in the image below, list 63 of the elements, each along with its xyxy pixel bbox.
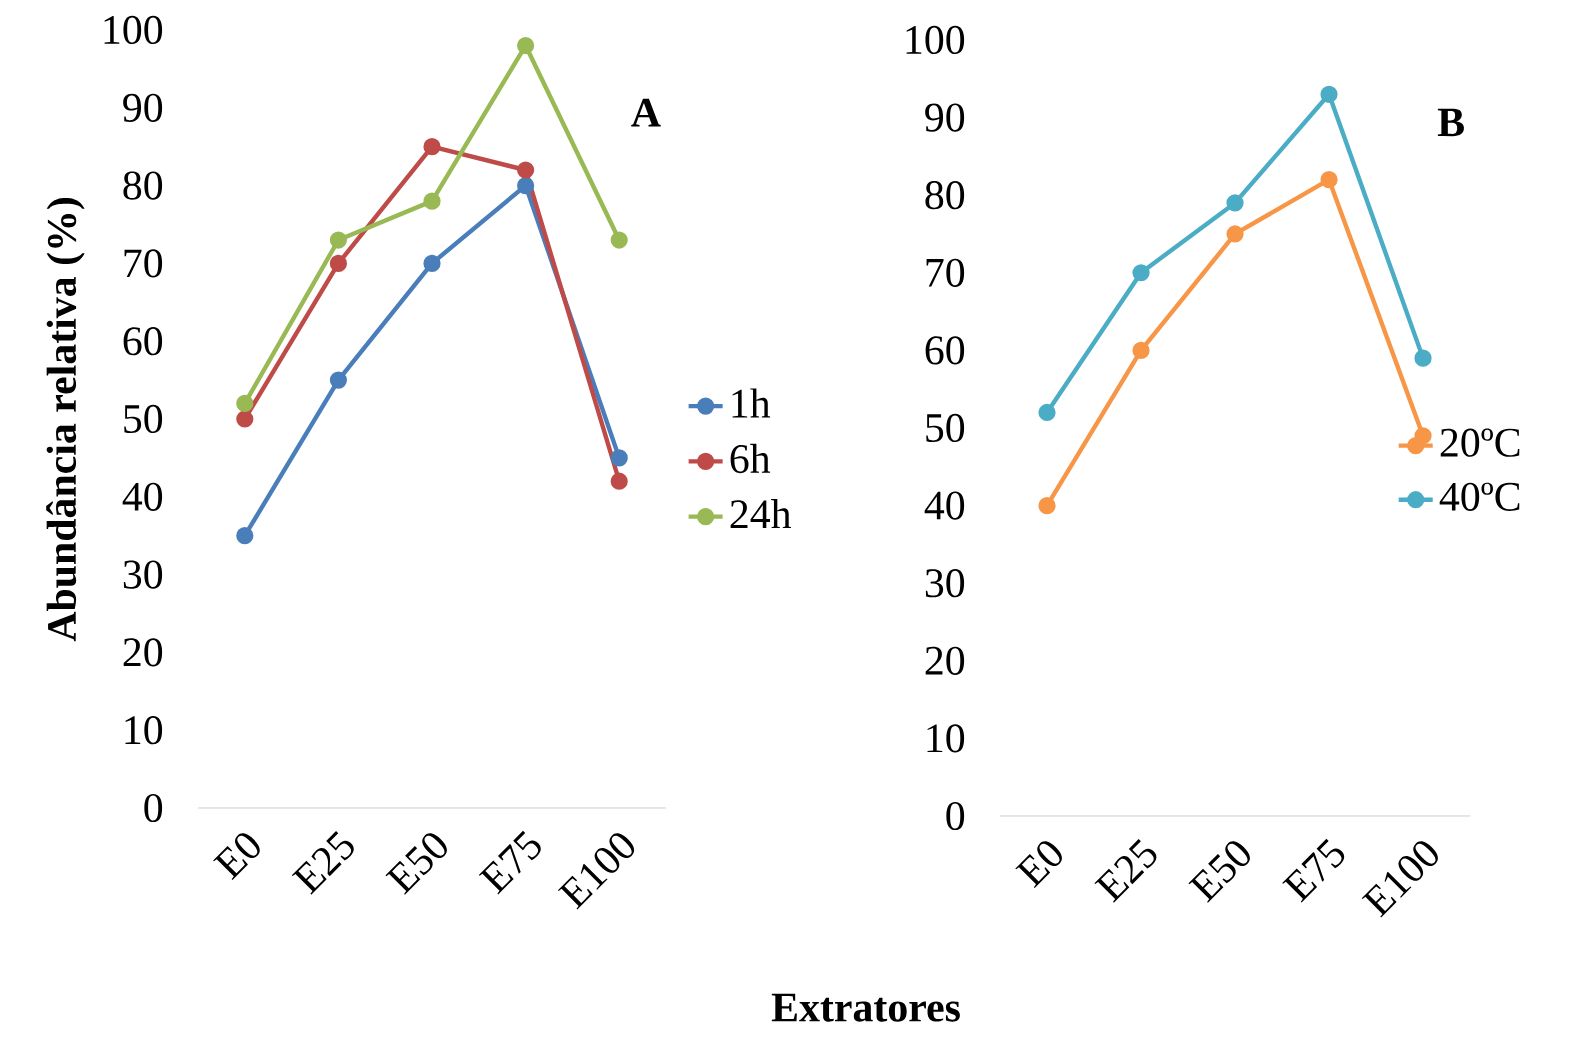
y-tick-label: 20 xyxy=(123,638,163,667)
point xyxy=(423,254,441,272)
point xyxy=(610,449,628,467)
legend-label: 40ºC xyxy=(1439,482,1520,511)
y-tick-label: 100 xyxy=(104,15,163,45)
x-tick-label: E50 xyxy=(1188,841,1250,903)
point xyxy=(1320,171,1338,189)
x-tick-label: E25 xyxy=(1094,839,1157,903)
x-axis-title: Extratores xyxy=(771,993,960,1022)
y-tick-label: 50 xyxy=(124,404,163,434)
point xyxy=(1226,194,1244,212)
point xyxy=(423,138,441,156)
point xyxy=(329,254,347,272)
y-axis-title: Abundância relativa (%) xyxy=(46,198,85,642)
y-tick-label: 30 xyxy=(123,560,163,589)
point xyxy=(610,231,628,249)
y-tick-label: 60 xyxy=(123,327,163,356)
y-tick-label: 90 xyxy=(925,103,965,132)
point xyxy=(1038,403,1056,422)
point xyxy=(236,394,254,413)
point xyxy=(610,472,628,490)
point xyxy=(329,231,347,249)
x-tick-label: E25 xyxy=(291,831,354,895)
point xyxy=(517,36,535,55)
point xyxy=(329,371,347,389)
y-tick-label: 40 xyxy=(122,482,163,511)
annotation: B xyxy=(1437,108,1464,137)
point xyxy=(1132,264,1150,282)
y-tick-label: 90 xyxy=(123,93,163,122)
y-tick-label: 70 xyxy=(926,258,965,287)
legend-label: 6h xyxy=(730,443,771,474)
point xyxy=(1038,496,1056,515)
legend-label: 24h xyxy=(730,499,792,529)
y-tick-label: 0 xyxy=(946,801,965,831)
annotation: A xyxy=(631,98,661,127)
point xyxy=(423,192,441,210)
point xyxy=(236,527,254,545)
y-tick-label: 80 xyxy=(123,171,163,200)
y-tick-label: 10 xyxy=(927,724,965,753)
point xyxy=(1132,341,1150,359)
y-tick-label: 10 xyxy=(125,716,163,745)
point xyxy=(517,176,535,195)
point xyxy=(517,161,535,179)
legend-label: 1h xyxy=(732,388,771,418)
x-tick-label: E75 xyxy=(1282,838,1345,903)
legend-label: 20ºC xyxy=(1440,428,1520,457)
point xyxy=(1226,225,1244,243)
y-tick-label: 20 xyxy=(925,646,965,675)
y-tick-label: 40 xyxy=(924,491,965,520)
y-tick-label: 70 xyxy=(124,249,163,278)
point xyxy=(1414,349,1432,367)
y-tick-label: 100 xyxy=(906,25,965,55)
point xyxy=(1320,85,1338,103)
y-tick-label: 60 xyxy=(925,336,965,365)
x-tick-label: E0 xyxy=(1015,841,1062,888)
x-tick-label: E50 xyxy=(385,833,447,895)
x-tick-label: E75 xyxy=(478,830,541,895)
y-tick-label: 50 xyxy=(926,413,965,443)
x-tick-label: E0 xyxy=(213,833,260,880)
point xyxy=(236,410,254,428)
y-tick-label: 0 xyxy=(144,793,163,823)
y-tick-label: 80 xyxy=(925,181,965,210)
y-tick-label: 30 xyxy=(925,569,965,598)
